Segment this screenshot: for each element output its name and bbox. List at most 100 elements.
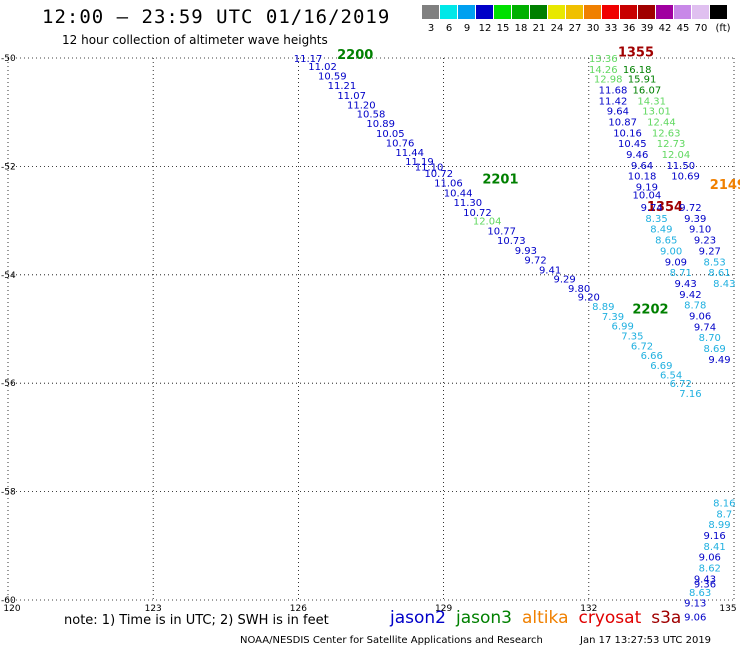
scale-swatch	[494, 5, 511, 19]
wave-height-value: 13.01	[642, 107, 671, 118]
wave-height-value: 6.99	[612, 322, 634, 333]
wave-height-value: 12.04	[473, 217, 502, 228]
wave-height-value: 13.36	[589, 54, 618, 65]
wave-height-value: 9.13	[684, 599, 706, 610]
scale-label: 30	[586, 23, 600, 34]
wave-height-value: 9.43	[694, 574, 716, 585]
wave-height-value: 10.76	[386, 139, 415, 150]
track-label: 2149	[710, 178, 740, 193]
wave-height-value: 10.73	[497, 236, 526, 247]
wave-height-value: 9.72	[524, 256, 546, 267]
track-label: 1355	[618, 45, 654, 60]
wave-height-value: 9.09	[665, 257, 687, 268]
wave-height-value: 10.59	[318, 71, 347, 82]
wave-height-value: 15.91	[628, 75, 657, 86]
wave-height-value: 10.05	[376, 129, 405, 140]
wave-height-value: 8.16	[713, 498, 735, 509]
wave-height-value: 9.42	[679, 290, 701, 301]
legend-cryosat: cryosat	[578, 608, 642, 628]
footer-credit: NOAA/NESDIS Center for Satellite Applica…	[240, 635, 543, 646]
scale-swatch	[620, 5, 637, 19]
scale-label: 6	[445, 23, 453, 34]
scale-label: 3	[427, 23, 435, 34]
lat-tick-label: -58	[1, 488, 16, 498]
wave-height-value: 9.29	[553, 275, 575, 286]
observation-values: 11.1711.0210.5911.2111.0711.2010.5810.89…	[294, 54, 736, 623]
lat-tick-label: -60	[1, 596, 16, 606]
wave-height-value: 9.64	[631, 161, 653, 172]
scale-label: 21	[532, 23, 546, 34]
legend-jason3: jason3	[456, 608, 512, 628]
wave-height-value: 9.39	[684, 214, 706, 225]
scale-swatch	[656, 5, 673, 19]
scale-label: 42	[658, 23, 672, 34]
wave-height-value: 16.18	[623, 65, 652, 76]
wave-height-value: 11.50	[666, 161, 695, 172]
scale-swatch	[422, 5, 439, 19]
wave-height-value: 10.89	[366, 119, 395, 130]
wave-height-value: 10.18	[628, 172, 657, 183]
lat-tick-label: -50	[1, 54, 16, 64]
lat-tick-label: -54	[1, 271, 16, 281]
wave-height-value: 8.53	[704, 257, 726, 268]
wave-height-value: 8.63	[689, 588, 711, 599]
wave-height-value: 8.49	[650, 225, 672, 236]
wave-height-value: 6.69	[650, 361, 672, 372]
satellite-legend: jason2 jason3 altika cryosat s3a	[390, 608, 691, 628]
wave-height-value: 12.73	[657, 139, 686, 150]
lon-tick-label: 132	[580, 604, 597, 614]
wave-height-value: 9.43	[674, 279, 696, 290]
wave-height-value: 6.66	[641, 351, 663, 362]
scale-label: 24	[550, 23, 564, 34]
scale-swatch	[476, 5, 493, 19]
wave-height-value: 9.00	[660, 246, 682, 257]
wave-height-value: 8.89	[592, 302, 614, 313]
wave-height-value: 9.80	[568, 284, 590, 295]
scale-label: 27	[568, 23, 582, 34]
wave-height-value: 10.72	[463, 208, 492, 219]
lon-tick-label: 123	[145, 604, 162, 614]
wave-height-value: 9.74	[694, 322, 716, 333]
wave-height-value: 10.77	[487, 226, 516, 237]
wave-height-value: 12.44	[647, 117, 676, 128]
wave-height-value: 12.63	[652, 128, 681, 139]
wave-height-value: 9.06	[684, 612, 706, 623]
wave-height-value: 8.61	[708, 268, 730, 279]
wave-height-value: 6.54	[660, 371, 682, 382]
wave-height-value: 12.98	[594, 75, 623, 86]
footer-timestamp: Jan 17 13:27:53 UTC 2019	[580, 635, 712, 646]
track-label: 2200	[337, 48, 373, 63]
track-labels: 2200 2201 2202 1355 2149 1354	[337, 45, 740, 317]
wave-height-value: 14.26	[589, 65, 618, 76]
scale-swatch	[602, 5, 619, 19]
wave-height-value: 11.10	[415, 162, 444, 173]
scale-label: 15	[496, 23, 510, 34]
wave-height-value: 9.06	[699, 553, 721, 564]
lon-tick-label: 129	[435, 604, 452, 614]
scale-label: 18	[514, 23, 528, 34]
wave-height-value: 9.72	[679, 203, 701, 214]
scale-swatch	[440, 5, 457, 19]
lon-tick-label: 135	[719, 604, 736, 614]
wave-height-value: 8.99	[708, 520, 730, 531]
wave-height-value: 9.49	[708, 355, 730, 366]
page-subtitle: 12 hour collection of altimeter wave hei…	[62, 33, 328, 47]
lat-tick-label: -52	[1, 162, 16, 172]
wave-height-value: 10.69	[671, 172, 700, 183]
wave-height-value: 6.72	[670, 379, 692, 390]
wave-height-value: 8.69	[704, 344, 726, 355]
wave-height-value: 11.17	[294, 54, 323, 65]
wave-height-value: 9.36	[694, 580, 716, 591]
wave-height-value: 9.93	[515, 246, 537, 257]
wave-height-value: 8.65	[655, 236, 677, 247]
scale-swatch	[710, 5, 727, 19]
wave-height-value: 8.41	[704, 542, 726, 553]
wave-height-value: 11.02	[308, 62, 337, 73]
wave-height-value: 7.35	[621, 332, 643, 343]
legend-s3a: s3a	[651, 608, 682, 628]
wave-height-value: 8.70	[699, 333, 721, 344]
wave-height-value: 9.16	[704, 531, 726, 542]
map-grid	[7, 57, 735, 601]
wave-height-value: 8.62	[699, 563, 721, 574]
